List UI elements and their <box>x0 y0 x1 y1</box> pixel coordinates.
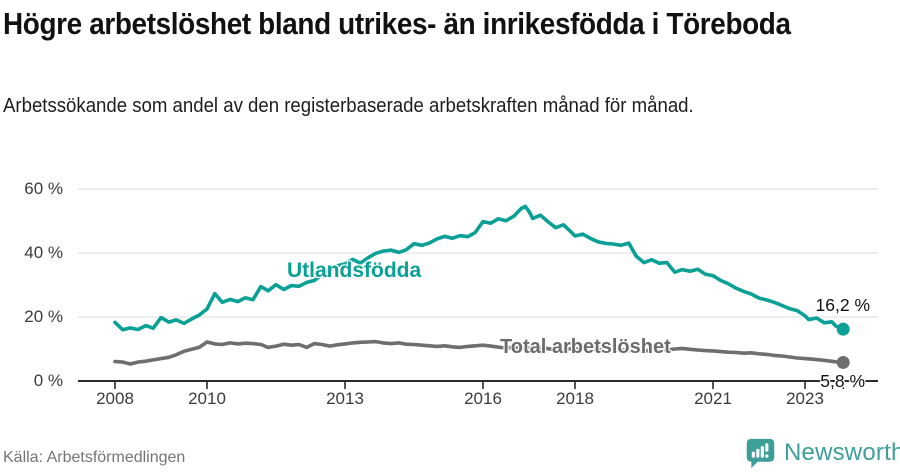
end-value-label-utlandsfodda: 16,2 % <box>815 295 870 315</box>
x-axis-label: 2010 <box>188 389 226 408</box>
newsworthy-logo: Newsworthy <box>744 436 900 470</box>
page-title: Högre arbetslöshet bland utrikes- än inr… <box>3 6 791 41</box>
x-axis-label: 2021 <box>694 389 732 408</box>
series-label-utlandsfodda: Utlandsfödda <box>287 259 422 282</box>
chart-subtitle: Arbetssökande som andel av den registerb… <box>3 95 694 117</box>
y-axis-label: 0 % <box>33 371 63 390</box>
x-axis-label: 2016 <box>464 389 502 408</box>
brand-name: Newsworthy <box>784 439 900 466</box>
y-axis-label: 40 % <box>24 243 63 262</box>
x-axis-label: 2023 <box>786 389 824 408</box>
x-axis-label: 2013 <box>326 389 364 408</box>
series-end-dot-utlandsfodda <box>836 322 850 336</box>
y-axis-label: 20 % <box>24 307 63 326</box>
source-note: Källa: Arbetsförmedlingen <box>3 449 186 466</box>
series-end-dot-total-arbetsloshet <box>836 355 850 369</box>
y-axis-label: 60 % <box>24 179 63 198</box>
end-value-label-total-arbetsloshet: 5,8 % <box>820 371 865 391</box>
series-label-total-arbetsloshet: Total arbetslöshet <box>500 336 671 358</box>
x-axis-label: 2008 <box>96 389 134 408</box>
newsworthy-bubble-chart-icon <box>746 438 775 468</box>
x-axis-label: 2018 <box>556 389 594 408</box>
series-line-total-arbetsloshet <box>113 339 846 366</box>
series-line-utlandsfodda <box>113 204 846 332</box>
